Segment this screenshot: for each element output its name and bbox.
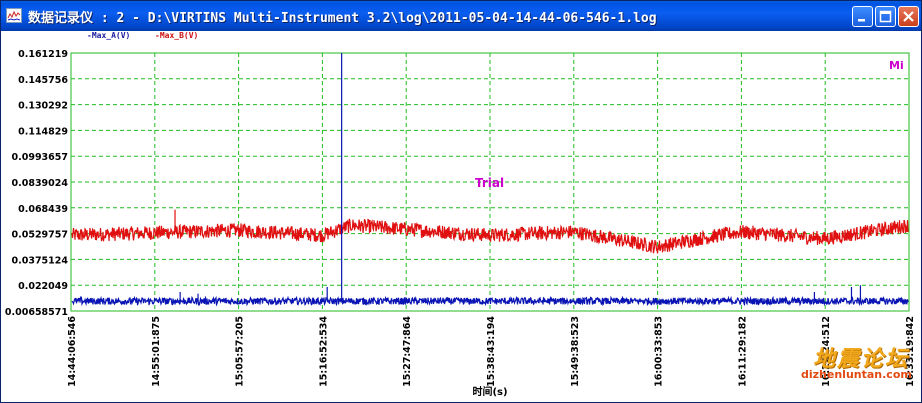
x-tick-label: 16:00:33:853 [654,316,665,387]
x-tick-label: 15:16:52:534 [318,316,329,387]
watermark-url: dizhenluntan.com [801,368,912,381]
x-tick-label: 16:33:19:842 [905,316,916,387]
y-tick-label: 0.114829 [18,126,68,137]
y-tick-label: 0.0993657 [12,152,69,163]
close-button[interactable] [898,6,919,27]
minimize-button[interactable] [852,6,873,27]
watermark-logo: 地震论坛 [813,346,910,372]
maximize-button[interactable] [875,6,896,27]
x-tick-label: 15:27:47:864 [402,316,413,387]
legend-entry-max-b: -Max_B(V) [155,31,199,40]
y-tick-label: 0.00658571 [5,307,68,318]
x-tick-label: 15:38:43:194 [486,316,497,387]
y-tick-label: 0.0839024 [12,178,69,189]
x-tick-label: 15:05:57:205 [235,316,246,387]
y-tick-label: 0.0529757 [12,230,69,241]
series-line-max-b [71,218,909,254]
y-tick-label: 0.161219 [18,49,68,60]
x-axis-label: 时间(s) [472,385,507,398]
x-tick-label: 14:44:06:546 [67,316,78,387]
x-tick-label: 15:49:38:523 [570,316,581,387]
trial-annotation: Trial [475,176,504,190]
x-tick-label: 16:11:29:182 [737,316,748,387]
y-tick-label: 0.068439 [18,204,68,215]
mi-annotation: Mi [889,59,904,72]
series-line-max-a [71,295,909,307]
y-tick-label: 0.022049 [18,281,68,292]
title-bar[interactable]: 数据记录仪 : 2 - D:\VIRTINS Multi-Instrument … [1,1,921,31]
close-icon [899,7,918,26]
y-tick-label: 0.130292 [18,101,68,112]
maximize-icon [876,7,895,26]
legend-entry-max-a: -Max_A(V) [87,31,131,40]
window-title: 数据记录仪 : 2 - D:\VIRTINS Multi-Instrument … [28,11,657,26]
y-tick-label: 0.145756 [18,75,68,86]
x-tick-label: 14:55:01:875 [151,316,162,387]
x-tick-label: 16:22:24:512 [821,316,832,387]
y-tick-label: 0.0375124 [12,255,69,266]
chart-app-icon[interactable] [6,8,22,23]
minimize-icon [853,7,872,26]
